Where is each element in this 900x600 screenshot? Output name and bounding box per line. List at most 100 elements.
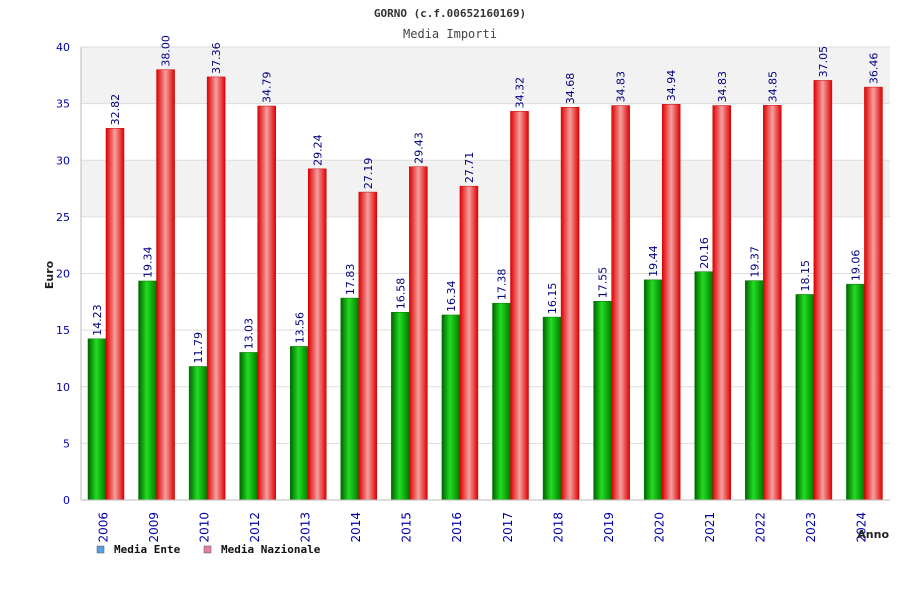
- bar-media-nazionale: [156, 69, 175, 501]
- bar-media-ente: [340, 297, 360, 501]
- bar-media-ente: [694, 271, 713, 501]
- value-label: 16.58: [394, 278, 407, 310]
- bar-media-nazionale: [358, 191, 378, 501]
- x-tick-label: 2024: [855, 512, 869, 543]
- value-label: 37.05: [817, 46, 830, 78]
- x-tick-label: 2023: [804, 512, 818, 543]
- y-tick-label: 15: [56, 324, 70, 337]
- bar-media-ente: [290, 346, 309, 501]
- x-tick-label: 2010: [197, 512, 211, 543]
- bar-media-ente: [542, 316, 562, 501]
- y-tick-label: 35: [56, 98, 70, 111]
- value-label: 34.79: [261, 72, 274, 104]
- bar-media-nazionale: [611, 105, 630, 501]
- bar-media-nazionale: [661, 104, 681, 501]
- value-label: 27.19: [362, 158, 375, 190]
- value-label: 16.15: [546, 283, 559, 315]
- x-tick-label: 2009: [147, 512, 161, 543]
- bar-media-nazionale: [510, 111, 529, 501]
- bar-media-ente: [846, 283, 865, 501]
- y-tick-label: 25: [56, 211, 70, 224]
- y-tick-label: 0: [63, 494, 70, 507]
- bar-media-ente: [643, 279, 663, 501]
- bar-media-nazionale: [712, 105, 731, 501]
- value-label: 19.37: [748, 246, 761, 278]
- legend-label-media-ente: Media Ente: [114, 543, 181, 556]
- value-label: 19.06: [849, 250, 862, 282]
- chart-subtitle: Media Importi: [403, 27, 497, 41]
- bar-media-ente: [795, 294, 815, 501]
- value-label: 27.71: [463, 152, 476, 184]
- x-tick-label: 2013: [299, 512, 313, 543]
- value-label: 16.34: [445, 280, 458, 312]
- bar-media-nazionale: [257, 105, 276, 501]
- bar-media-ente: [492, 302, 511, 501]
- bar-media-ente: [138, 280, 157, 501]
- bar-media-nazionale: [560, 106, 580, 501]
- y-tick-label: 10: [56, 381, 70, 394]
- bar-media-nazionale: [308, 168, 327, 501]
- value-label: 34.83: [615, 71, 628, 103]
- y-tick-label: 5: [63, 437, 70, 450]
- value-label: 17.83: [344, 264, 357, 296]
- y-axis-label: Euro: [43, 260, 56, 289]
- y-tick-label: 20: [56, 268, 70, 281]
- chart-title: GORNO (c.f.00652160169): [374, 7, 526, 20]
- bar-media-nazionale: [763, 105, 782, 501]
- x-axis-label: Anno: [857, 528, 889, 541]
- x-tick-label: 2016: [450, 512, 464, 543]
- value-labels: 14.23 32.82 19.34 38.00 11.79 37.36 13.03 34.79…: [91, 35, 880, 363]
- bars: [87, 69, 883, 501]
- value-label: 19.44: [647, 245, 660, 277]
- bar-media-ente: [391, 311, 410, 501]
- bar-media-nazionale: [105, 128, 125, 501]
- x-tick-label: 2014: [349, 512, 363, 543]
- bar-media-ente: [593, 300, 612, 501]
- value-label: 29.24: [311, 134, 324, 166]
- legend-label-media-nazionale: Media Nazionale: [221, 543, 321, 556]
- bar-media-nazionale: [864, 86, 883, 501]
- x-tick-label: 2022: [754, 512, 768, 543]
- y-tick-label: 30: [56, 154, 70, 167]
- x-tick-label: 2020: [652, 512, 666, 543]
- value-label: 20.16: [698, 237, 711, 269]
- value-label: 34.94: [665, 70, 678, 102]
- value-label: 11.79: [192, 332, 205, 364]
- value-label: 34.32: [514, 77, 527, 109]
- value-label: 14.23: [91, 304, 104, 336]
- x-tick-label: 2019: [602, 512, 616, 543]
- value-label: 13.56: [293, 312, 306, 344]
- value-label: 18.15: [799, 260, 812, 292]
- bar-media-ente: [239, 352, 258, 501]
- bar-media-ente: [87, 338, 107, 501]
- value-label: 36.46: [867, 53, 880, 85]
- x-tick-label: 2018: [551, 512, 565, 543]
- x-tick-label: 2006: [96, 512, 110, 543]
- x-tick-label: 2012: [248, 512, 262, 543]
- value-label: 34.68: [564, 73, 577, 105]
- tick-labels: 0 5 10 15 20 25 30 35 40 2006 2009 2010 2012 2013 2014…: [56, 41, 869, 543]
- value-label: 34.85: [766, 71, 779, 103]
- bar-media-nazionale: [813, 80, 833, 501]
- value-label: 38.00: [160, 35, 173, 67]
- bar-media-ente: [745, 280, 764, 501]
- value-label: 13.03: [243, 318, 256, 350]
- value-label: 34.83: [716, 71, 729, 103]
- value-label: 37.36: [210, 42, 223, 74]
- value-label: 32.82: [109, 94, 122, 126]
- axes: [80, 47, 890, 501]
- x-tick-label: 2017: [501, 512, 515, 543]
- x-tick-label: 2021: [703, 512, 717, 543]
- y-tick-label: 40: [56, 41, 70, 54]
- value-label: 19.34: [142, 246, 155, 278]
- legend-swatch-media-nazionale: [203, 545, 212, 554]
- bar-media-nazionale: [409, 166, 428, 501]
- bar-media-ente: [441, 314, 461, 501]
- value-label: 17.38: [496, 269, 509, 301]
- value-label: 17.55: [597, 267, 610, 299]
- x-tick-label: 2015: [400, 512, 414, 543]
- bar-media-nazionale: [459, 185, 479, 501]
- legend-swatch-media-ente: [96, 545, 105, 554]
- bar-media-ente: [188, 366, 208, 501]
